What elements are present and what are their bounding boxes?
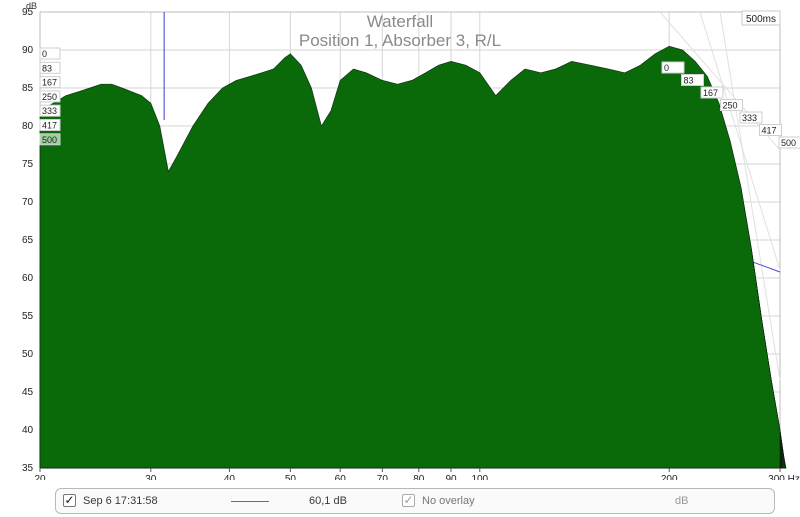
perspective-line [719,11,781,381]
y-tick-label: 35 [22,463,34,474]
x-tick-label: 30 [145,474,157,480]
time-label-box-left [39,119,61,131]
time-label-box-right [681,74,704,86]
y-tick-label: 65 [22,235,34,246]
overlay-label: No overlay [422,495,475,507]
y-tick-label: 60 [22,273,34,284]
waterfall-slice [39,45,781,469]
time-label-box-right [778,136,800,149]
waterfall-chart: 20 30 40 50 60 70 80 90 100 200 300 Hz 35 40 45 50 55 6… [22,1,800,480]
x-tick-label: 40 [224,474,236,480]
time-label-box-left [39,90,61,103]
y-tick-label: 85 [22,83,34,94]
time-label-box-right [720,99,743,111]
time-label-box-right [700,86,724,99]
x-tick-label: 90 [445,474,457,480]
y-tick-label: 70 [22,197,34,208]
time-label-right: 417 [762,126,777,136]
chart-subtitle: Position 1, Absorber 3, R/L [299,31,501,50]
time-label-box-right [739,111,763,124]
time-label-right: 83 [684,76,694,86]
x-tick-label: 200 [661,474,678,480]
x-tick-label: 80 [413,474,425,480]
time-badge: 500ms [746,14,776,25]
perspective-line [699,11,781,271]
time-label-left: 167 [42,78,57,88]
y-tick-label: 80 [22,121,34,132]
x-tick-label: 300 Hz [768,474,800,480]
time-label-left: 0 [42,49,47,59]
time-label-box-left [39,76,61,89]
time-label-box-left [39,47,61,60]
time-label-left: 250 [42,92,57,102]
time-label-right: 0 [664,63,669,73]
time-label-box-right [759,124,782,136]
y-axis-label: dB [26,1,37,11]
y-tick-label: 95 [22,7,34,18]
x-axis-ticks: 20 30 40 50 60 70 80 90 100 200 300 Hz [34,468,800,480]
y-axis-ticks: 35 40 45 50 55 60 65 70 75 80 85 90 95 [22,7,34,474]
y-tick-label: 90 [22,45,34,56]
x-tick-label: 50 [285,474,297,480]
y-tick-label: 45 [22,387,34,398]
time-label-left: 500 [42,135,57,145]
measurement-value: 60,1 dB [309,495,347,507]
time-slice-labels: 0 0 83 83 167 167 250 250 333 333 417 417 500 500 [39,47,800,149]
time-label-box-right [661,61,685,74]
time-label-right: 250 [723,101,738,111]
time-label-right: 333 [742,113,757,123]
time-label-left: 83 [42,63,52,73]
y-tick-label: 75 [22,159,34,170]
time-label-left: 333 [42,106,57,116]
legend-bar: ✓ Sep 6 17:31:58 60,1 dB ✓ No overlay dB [55,488,775,514]
x-tick-label: 20 [34,474,46,480]
measurement-label: Sep 6 17:31:58 [83,495,158,507]
y-tick-label: 50 [22,349,34,360]
x-tick-label: 60 [335,474,347,480]
y-tick-label: 55 [22,311,34,322]
y-tick-label: 40 [22,425,34,436]
chart-title: Waterfall [367,12,433,31]
time-label-box-left [39,61,61,74]
time-badge-box [741,10,781,26]
time-label-right: 167 [703,88,718,98]
time-label-box-left [39,104,61,117]
trace-swatch [231,501,269,502]
measurement-checkbox[interactable]: ✓ [63,493,76,507]
x-tick-label: 70 [377,474,389,480]
time-label-box-left [39,133,61,146]
overlay-checkbox[interactable]: ✓ [402,493,415,507]
x-tick-label: 100 [471,474,488,480]
waterfall-slices [39,45,787,469]
time-label-right: 500 [781,138,796,148]
overlay-unit: dB [675,495,689,507]
time-label-left: 417 [42,121,57,131]
